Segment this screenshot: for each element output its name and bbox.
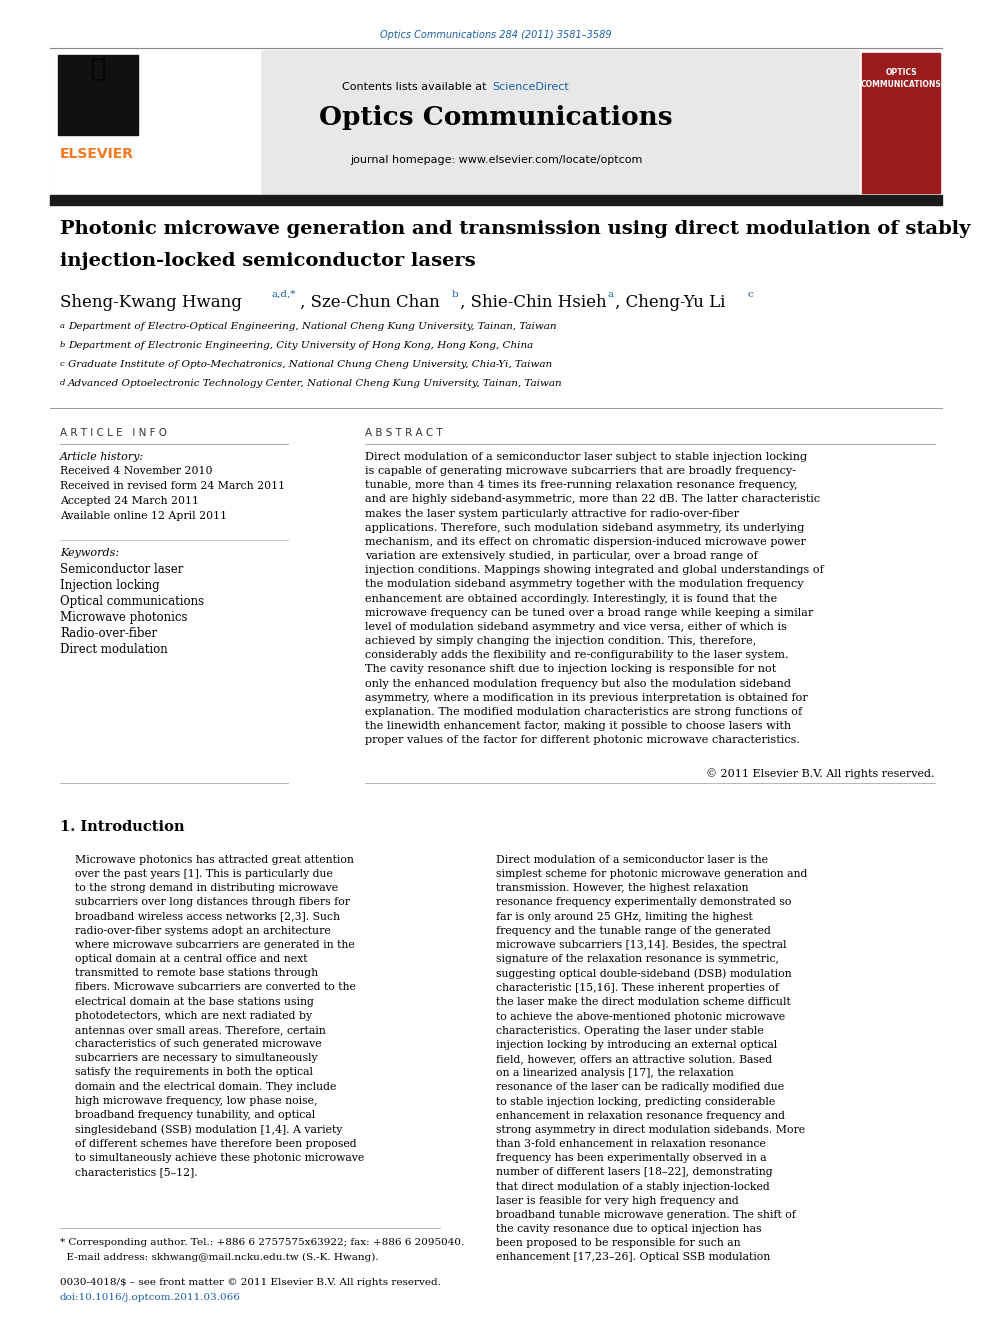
- Text: Radio-over-fiber: Radio-over-fiber: [60, 627, 157, 640]
- Text: Direct modulation: Direct modulation: [60, 643, 168, 656]
- Text: c: c: [60, 360, 64, 368]
- Text: Received 4 November 2010: Received 4 November 2010: [60, 466, 212, 476]
- Text: Injection locking: Injection locking: [60, 579, 160, 591]
- Text: Keywords:: Keywords:: [60, 548, 119, 558]
- Bar: [866, 57, 936, 189]
- Text: Sheng-Kwang Hwang: Sheng-Kwang Hwang: [60, 294, 242, 311]
- Text: , Shie-Chin Hsieh: , Shie-Chin Hsieh: [460, 294, 607, 311]
- Text: Optical communications: Optical communications: [60, 595, 204, 609]
- Bar: [50, 50, 942, 194]
- Text: Accepted 24 March 2011: Accepted 24 March 2011: [60, 496, 199, 505]
- Bar: [860, 50, 942, 194]
- Text: OPTICS
COMMUNICATIONS: OPTICS COMMUNICATIONS: [861, 67, 941, 89]
- Text: , Sze-Chun Chan: , Sze-Chun Chan: [300, 294, 439, 311]
- Text: Optics Communications 284 (2011) 3581–3589: Optics Communications 284 (2011) 3581–35…: [380, 30, 612, 40]
- Text: * Corresponding author. Tel.: +886 6 2757575x63922; fax: +886 6 2095040.: * Corresponding author. Tel.: +886 6 275…: [60, 1238, 464, 1248]
- Text: Available online 12 April 2011: Available online 12 April 2011: [60, 511, 227, 521]
- Text: Received in revised form 24 March 2011: Received in revised form 24 March 2011: [60, 482, 285, 491]
- Text: Department of Electronic Engineering, City University of Hong Kong, Hong Kong, C: Department of Electronic Engineering, Ci…: [68, 341, 534, 351]
- Bar: [862, 53, 940, 193]
- Text: Direct modulation of a semiconductor laser subject to stable injection locking
i: Direct modulation of a semiconductor las…: [365, 452, 823, 745]
- Text: Microwave photonics has attracted great attention
over the past years [1]. This : Microwave photonics has attracted great …: [75, 855, 364, 1177]
- Text: ELSEVIER: ELSEVIER: [60, 147, 134, 161]
- Text: Photonic microwave generation and transmission using direct modulation of stably: Photonic microwave generation and transm…: [60, 220, 970, 238]
- Text: Contents lists available at: Contents lists available at: [342, 82, 490, 93]
- Text: Optics Communications: Optics Communications: [319, 105, 673, 130]
- Text: 🌲: 🌲: [90, 57, 105, 81]
- Text: d: d: [60, 378, 65, 388]
- Text: Graduate Institute of Opto-Mechatronics, National Chung Cheng University, Chia-Y: Graduate Institute of Opto-Mechatronics,…: [68, 360, 553, 369]
- Text: Department of Electro-Optical Engineering, National Cheng Kung University, Taina: Department of Electro-Optical Engineerin…: [68, 321, 557, 331]
- Text: b: b: [60, 341, 65, 349]
- Text: doi:10.1016/j.optcom.2011.03.066: doi:10.1016/j.optcom.2011.03.066: [60, 1293, 241, 1302]
- Text: b: b: [452, 290, 458, 299]
- Text: 0030-4018/$ – see front matter © 2011 Elsevier B.V. All rights reserved.: 0030-4018/$ – see front matter © 2011 El…: [60, 1278, 440, 1287]
- Text: a,d,*: a,d,*: [272, 290, 297, 299]
- Text: E-mail address: skhwang@mail.ncku.edu.tw (S.-K. Hwang).: E-mail address: skhwang@mail.ncku.edu.tw…: [60, 1253, 379, 1262]
- Bar: [50, 194, 942, 205]
- Text: Microwave photonics: Microwave photonics: [60, 611, 187, 624]
- Text: injection-locked semiconductor lasers: injection-locked semiconductor lasers: [60, 251, 475, 270]
- Text: c: c: [748, 290, 754, 299]
- Text: Article history:: Article history:: [60, 452, 144, 462]
- Text: , Cheng-Yu Li: , Cheng-Yu Li: [615, 294, 725, 311]
- Text: a: a: [60, 321, 65, 329]
- Text: ScienceDirect: ScienceDirect: [492, 82, 568, 93]
- Text: Advanced Optoelectronic Technology Center, National Cheng Kung University, Taina: Advanced Optoelectronic Technology Cente…: [68, 378, 562, 388]
- Text: journal homepage: www.elsevier.com/locate/optcom: journal homepage: www.elsevier.com/locat…: [350, 155, 642, 165]
- Text: A B S T R A C T: A B S T R A C T: [365, 429, 442, 438]
- Text: A R T I C L E   I N F O: A R T I C L E I N F O: [60, 429, 167, 438]
- Text: Direct modulation of a semiconductor laser is the
simplest scheme for photonic m: Direct modulation of a semiconductor las…: [496, 855, 807, 1262]
- Text: a: a: [607, 290, 613, 299]
- Bar: [58, 56, 138, 135]
- Bar: [50, 50, 260, 194]
- Text: © 2011 Elsevier B.V. All rights reserved.: © 2011 Elsevier B.V. All rights reserved…: [706, 767, 935, 779]
- Text: 1. Introduction: 1. Introduction: [60, 820, 185, 833]
- Text: Semiconductor laser: Semiconductor laser: [60, 564, 184, 576]
